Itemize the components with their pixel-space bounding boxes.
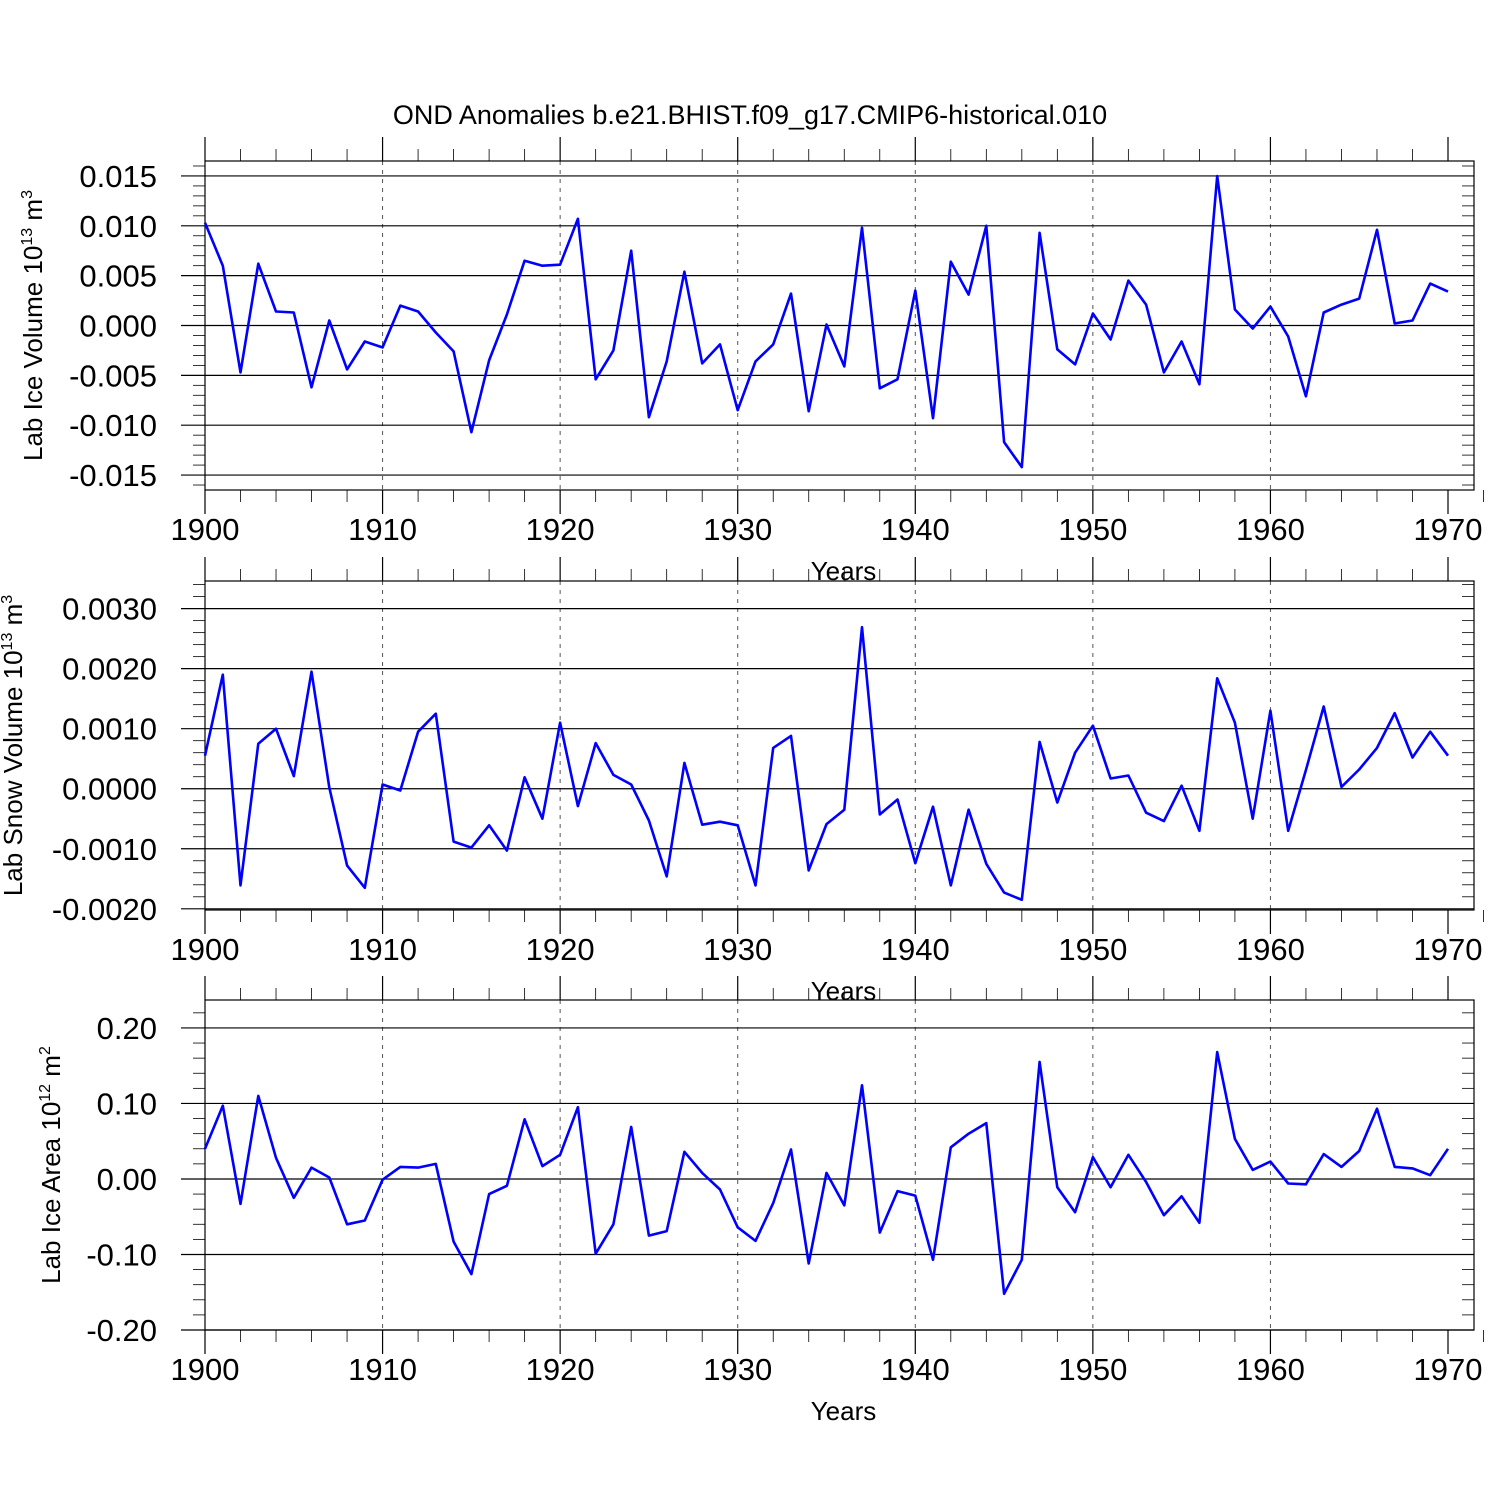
y-tick-label: -0.005	[69, 358, 157, 393]
x-tick-label: 1920	[526, 512, 595, 547]
y-tick-label: 0.0020	[62, 652, 157, 687]
y-axis-label: Lab Ice Area 1012 m2	[36, 1046, 66, 1284]
x-tick-label: 1900	[171, 932, 240, 967]
x-tick-label: 1910	[348, 932, 417, 967]
x-tick-label: 1940	[881, 932, 950, 967]
y-tick-label: -0.0020	[52, 892, 157, 927]
x-tick-label: 1910	[348, 512, 417, 547]
y-tick-label: 0.005	[79, 259, 157, 294]
panel-lab-snow-volume: -0.0020 -0.0010 0.0000 0.0010 0.0020 0.0030 19…	[0, 557, 1484, 1006]
x-tick-label: 1960	[1236, 932, 1305, 967]
x-tick-label: 1960	[1236, 512, 1305, 547]
y-axis-label: Lab Ice Volume 1013 m3	[18, 190, 48, 461]
y-tick-label: 0.0000	[62, 772, 157, 807]
y-tick-label: 0.015	[79, 159, 157, 194]
y-tick-label: -0.015	[69, 458, 157, 493]
plot-frame	[204, 999, 1475, 1331]
panel-lab-ice-area: -0.20 -0.10 0.00 0.10 0.20 1900 1910 1920 1930 19…	[36, 976, 1484, 1426]
x-tick-label: 1910	[348, 1352, 417, 1387]
x-axis-label: Years	[811, 1396, 877, 1426]
y-tick-label: 0.00	[97, 1162, 157, 1197]
y-tick-label: 0.0010	[62, 712, 157, 747]
y-tick-label: 0.0030	[62, 592, 157, 627]
x-tick-label: 1920	[526, 1352, 595, 1387]
x-tick-label: 1920	[526, 932, 595, 967]
chart-title: OND Anomalies b.e21.BHIST.f09_g17.CMIP6-…	[393, 100, 1107, 130]
x-tick-label: 1950	[1058, 932, 1127, 967]
y-tick-label: -0.010	[69, 408, 157, 443]
x-tick-label: 1900	[171, 1352, 240, 1387]
panel-lab-ice-volume: -0.015 -0.010 -0.005 0.000 0.005 0.010 0.015 19…	[18, 137, 1484, 586]
series-line	[203, 1050, 1450, 1296]
y-tick-label: 0.10	[97, 1086, 157, 1121]
y-tick-label: 0.000	[79, 309, 157, 344]
x-tick-label: 1970	[1414, 932, 1483, 967]
x-tick-label: 1970	[1414, 1352, 1483, 1387]
x-tick-label: 1960	[1236, 1352, 1305, 1387]
plot-frame	[204, 580, 1475, 911]
y-axis-label: Lab Snow Volume 1013 m3	[0, 595, 28, 896]
x-axis-label: Years	[811, 976, 877, 1006]
x-tick-label: 1900	[171, 512, 240, 547]
y-tick-label: -0.10	[86, 1237, 157, 1272]
x-tick-label: 1940	[881, 512, 950, 547]
y-tick-label: -0.0010	[52, 832, 157, 867]
y-tick-label: 0.20	[97, 1011, 157, 1046]
x-tick-label: 1930	[703, 932, 772, 967]
x-tick-label: 1950	[1058, 512, 1127, 547]
x-tick-label: 1930	[703, 1352, 772, 1387]
x-tick-label: 1930	[703, 512, 772, 547]
x-tick-label: 1970	[1414, 512, 1483, 547]
x-tick-label: 1940	[881, 1352, 950, 1387]
x-tick-label: 1950	[1058, 1352, 1127, 1387]
series-line	[203, 174, 1449, 469]
y-tick-label: -0.20	[86, 1313, 157, 1348]
series-line	[203, 625, 1450, 902]
y-tick-label: 0.010	[79, 209, 157, 244]
